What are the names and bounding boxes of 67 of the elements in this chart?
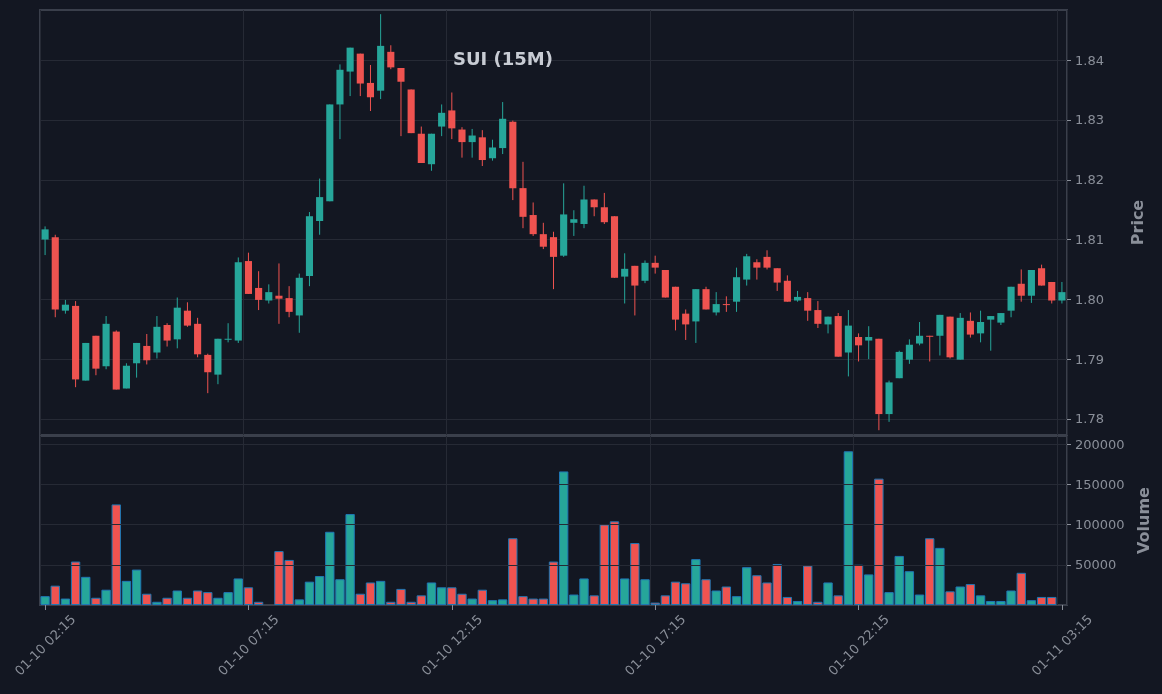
candlestick bbox=[682, 308, 690, 341]
candlestick bbox=[1017, 268, 1025, 303]
y-tick-label: 100000 bbox=[1075, 517, 1125, 533]
candlestick bbox=[133, 342, 141, 379]
candlestick bbox=[275, 262, 283, 325]
candlestick bbox=[143, 333, 151, 365]
y-tick-label: 1.84 bbox=[1075, 52, 1104, 68]
candlestick bbox=[366, 64, 375, 112]
candlestick bbox=[397, 67, 405, 137]
candlestick bbox=[549, 231, 558, 290]
candlestick bbox=[763, 249, 771, 270]
candlestick bbox=[966, 311, 974, 339]
y-axis-title: Volume bbox=[1134, 486, 1154, 554]
candlestick bbox=[285, 285, 293, 318]
candlestick bbox=[804, 291, 812, 322]
y-tick-label: 50000 bbox=[1075, 557, 1117, 573]
candlestick bbox=[712, 291, 720, 316]
candlestick bbox=[916, 321, 924, 346]
candlestick bbox=[438, 103, 446, 137]
y-tick-label: 1.79 bbox=[1075, 351, 1104, 367]
y-tick-label: 200000 bbox=[1075, 436, 1125, 452]
candlestick bbox=[600, 192, 608, 225]
candlestick bbox=[1038, 264, 1046, 287]
candlestick bbox=[1007, 286, 1015, 318]
candlestick bbox=[865, 325, 873, 360]
candlestick bbox=[346, 47, 354, 97]
candlestick bbox=[824, 316, 832, 334]
candlestick bbox=[41, 225, 49, 256]
candlestick bbox=[722, 295, 730, 313]
candlestick bbox=[316, 178, 324, 236]
candlestick bbox=[631, 265, 639, 316]
candlestick bbox=[977, 310, 985, 343]
candlestick bbox=[641, 259, 649, 284]
candlestick bbox=[478, 129, 486, 167]
candlestick bbox=[163, 322, 171, 348]
y-tick-label: 1.83 bbox=[1075, 112, 1104, 128]
candlestick bbox=[570, 209, 578, 237]
candlestick bbox=[753, 258, 761, 281]
candlestick bbox=[814, 300, 822, 329]
y-axis-title: Price bbox=[1127, 199, 1147, 246]
candlestick bbox=[773, 267, 781, 292]
candlestick bbox=[621, 252, 629, 304]
candlestick bbox=[255, 270, 263, 311]
candlestick bbox=[183, 301, 191, 328]
candlestick bbox=[387, 44, 395, 70]
candlestick bbox=[488, 139, 497, 162]
y-tick-label: 1.78 bbox=[1075, 411, 1104, 427]
candlestick bbox=[265, 283, 273, 304]
candlestick bbox=[905, 338, 913, 365]
y-tick-label: 150000 bbox=[1075, 476, 1125, 492]
candlestick bbox=[122, 362, 130, 389]
candlestick bbox=[204, 353, 212, 394]
candlestick bbox=[743, 253, 751, 287]
candlestick bbox=[987, 315, 995, 352]
candlestick bbox=[539, 222, 547, 250]
y-tick-label: 1.81 bbox=[1075, 232, 1104, 248]
y-tick-label: 1.82 bbox=[1075, 172, 1104, 188]
candlestick bbox=[783, 274, 791, 303]
candlestick bbox=[529, 201, 537, 237]
candlestick bbox=[854, 332, 863, 362]
text: SUI (15M) bbox=[453, 47, 553, 69]
candlestick bbox=[448, 91, 456, 140]
candlestick bbox=[926, 335, 934, 362]
candlestick bbox=[936, 314, 944, 356]
candlestick bbox=[224, 322, 232, 343]
y-tick-label: 1.80 bbox=[1075, 291, 1104, 307]
candlestick bbox=[458, 126, 466, 159]
